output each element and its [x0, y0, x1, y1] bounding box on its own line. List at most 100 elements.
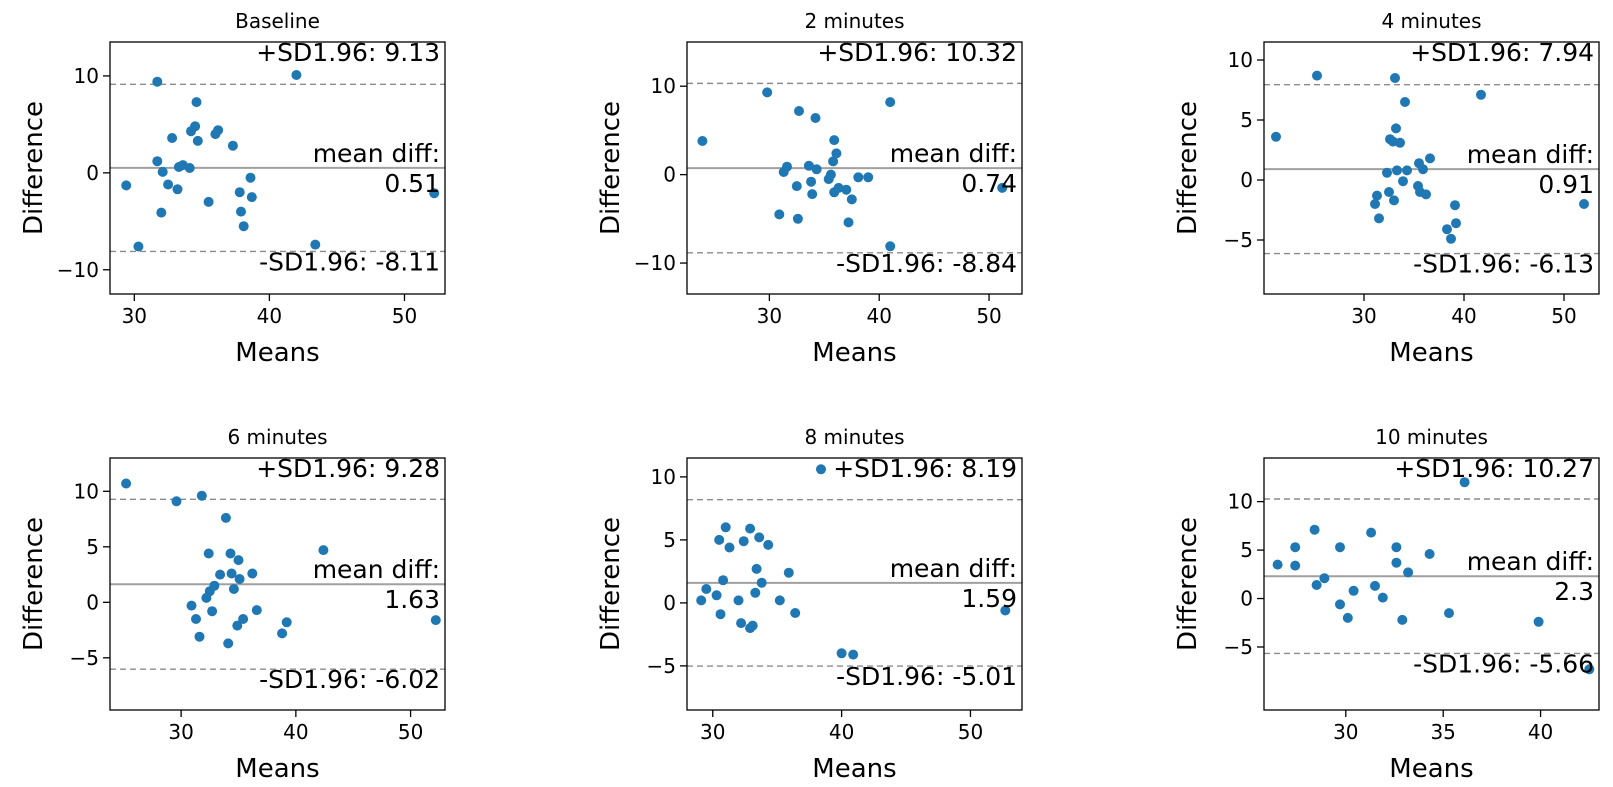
- data-point: [811, 164, 822, 175]
- data-point: [1418, 164, 1428, 175]
- data-point: [836, 648, 847, 659]
- y-axis-label: Difference: [1173, 517, 1203, 651]
- data-point: [756, 577, 767, 588]
- plot-frame: [1263, 457, 1600, 711]
- data-point: [121, 478, 132, 489]
- data-point: [1391, 557, 1402, 568]
- data-point: [1335, 599, 1345, 610]
- data-point: [220, 512, 231, 523]
- mean-diff-annotation-value: 2.3: [1554, 577, 1594, 606]
- data-point: [238, 614, 249, 624]
- x-axis-label: Means: [1389, 338, 1473, 368]
- data-point: [701, 584, 712, 594]
- data-point: [711, 590, 722, 601]
- data-point: [825, 169, 836, 180]
- data-point: [277, 628, 288, 639]
- mean-diff-annotation-value: 0.51: [384, 169, 440, 198]
- y-tick-label: 10: [1228, 490, 1253, 514]
- data-point: [762, 87, 773, 98]
- mean-diff-annotation-label: mean diff:: [890, 139, 1017, 168]
- x-tick-label: 30: [1351, 304, 1376, 328]
- data-point: [791, 181, 802, 192]
- data-point: [1309, 524, 1320, 535]
- data-point: [318, 545, 329, 556]
- data-point: [1459, 477, 1470, 488]
- mean-diff-annotation-value: 0.91: [1538, 170, 1594, 199]
- data-point: [1290, 560, 1301, 571]
- data-point: [157, 166, 168, 177]
- y-tick-label: 5: [663, 528, 676, 552]
- subplot-title: 10 minutes: [1375, 425, 1488, 449]
- data-point: [310, 239, 321, 250]
- subplot-title: 4 minutes: [1381, 9, 1481, 33]
- data-point: [172, 184, 183, 195]
- data-point: [774, 209, 785, 220]
- data-point: [167, 133, 178, 143]
- data-point: [828, 156, 839, 167]
- data-point: [885, 241, 896, 252]
- y-axis-label: Difference: [596, 101, 626, 235]
- x-tick-label: 50: [398, 720, 423, 744]
- data-points: [1272, 477, 1595, 675]
- subplot-2: 30 40 50 −10 0 10 2 minutes Means Difference +SD1…: [596, 9, 1023, 368]
- data-points: [697, 87, 1008, 252]
- y-axis-label: Difference: [1173, 101, 1203, 235]
- data-point: [863, 172, 874, 183]
- data-point: [227, 140, 238, 151]
- data-point: [1311, 580, 1322, 590]
- data-point: [807, 189, 818, 200]
- upper-sd-annotation: +SD1.96: 10.27: [1394, 454, 1594, 483]
- data-point: [1584, 664, 1595, 675]
- data-point: [191, 614, 201, 624]
- y-tick-label: 10: [74, 64, 99, 88]
- data-point: [1271, 131, 1281, 142]
- data-point: [806, 176, 817, 187]
- x-tick-label: 40: [1451, 304, 1476, 328]
- data-point: [1000, 605, 1011, 616]
- data-point: [228, 584, 239, 594]
- data-point: [697, 136, 708, 146]
- y-tick-label: −5: [70, 646, 99, 670]
- data-point: [810, 113, 821, 123]
- data-point: [291, 70, 302, 80]
- subplot-5: 30 40 50 −5 0 5 10 8 minutes Means Difference +SD1…: [596, 425, 1023, 784]
- data-point: [763, 539, 774, 550]
- data-point: [163, 179, 174, 190]
- data-point: [121, 180, 132, 191]
- data-point: [251, 605, 262, 616]
- subplot-1: 30 40 50 −10 0 10 Baseline Means Difference +SD1.…: [19, 9, 446, 368]
- mean-diff-annotation-value: 1.63: [384, 585, 440, 614]
- plot-frame: [686, 41, 1023, 295]
- data-point: [782, 161, 792, 172]
- data-point: [1397, 614, 1408, 625]
- data-point: [1374, 213, 1384, 224]
- data-point: [1348, 585, 1359, 596]
- data-point: [226, 568, 237, 579]
- data-point: [1384, 187, 1394, 197]
- data-point: [1312, 70, 1322, 81]
- data-point: [184, 163, 195, 173]
- x-tick-label: 30: [1333, 720, 1358, 744]
- data-point: [1372, 190, 1382, 201]
- y-tick-label: 5: [1240, 108, 1253, 132]
- data-point: [792, 213, 803, 224]
- data-point: [1451, 218, 1461, 229]
- data-point: [846, 194, 857, 205]
- data-point: [232, 620, 243, 631]
- data-point: [1390, 73, 1400, 83]
- data-point: [203, 548, 214, 559]
- data-point: [196, 490, 207, 501]
- upper-sd-annotation: +SD1.96: 9.28: [256, 454, 440, 483]
- data-point: [223, 638, 234, 649]
- data-point: [1400, 97, 1410, 107]
- data-point: [234, 574, 245, 584]
- lower-sd-annotation: -SD1.96: -5.01: [836, 662, 1017, 691]
- data-point: [751, 563, 762, 574]
- data-point: [1402, 165, 1412, 176]
- data-point: [1382, 167, 1392, 178]
- subplot-title: 6 minutes: [227, 425, 327, 449]
- data-point: [833, 182, 844, 193]
- subplot-6: 30 35 40 −5 0 5 10 10 minutes Means Difference +SD…: [1173, 425, 1600, 784]
- data-point: [1421, 189, 1431, 200]
- lower-sd-annotation: -SD1.96: -8.84: [836, 249, 1017, 278]
